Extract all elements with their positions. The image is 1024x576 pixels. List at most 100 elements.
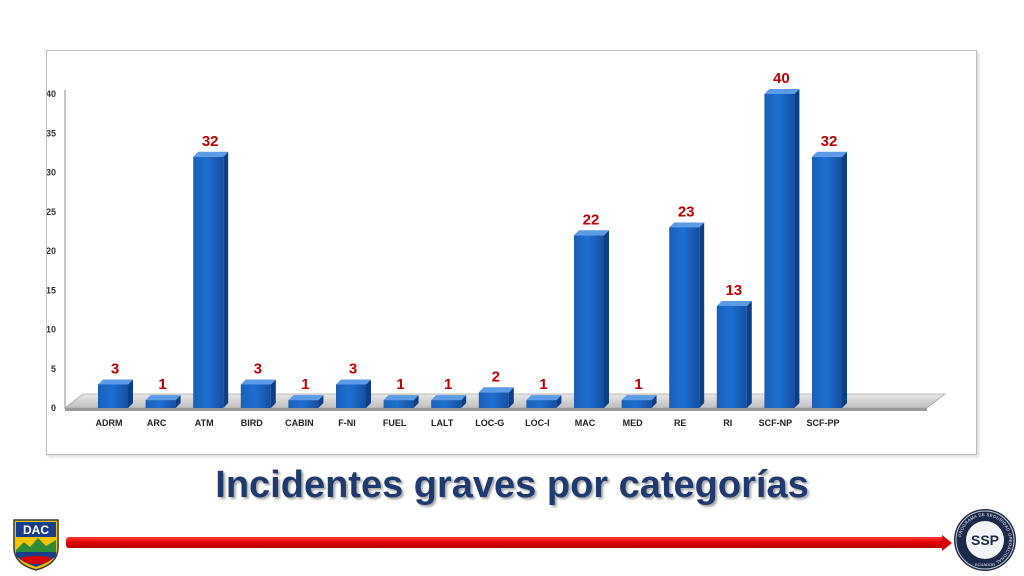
bar-side	[794, 89, 800, 408]
bar	[193, 156, 224, 408]
bar-top	[669, 222, 705, 228]
bar-top	[812, 151, 847, 157]
data-label: 2	[492, 368, 500, 385]
x-tick-label: MAC	[575, 418, 596, 428]
data-label: 1	[301, 376, 309, 393]
bar-top	[193, 151, 229, 157]
bar-top	[716, 300, 752, 306]
dac-logo: DAC	[13, 519, 59, 571]
y-tick-label: 25	[47, 207, 56, 217]
bar-top	[621, 395, 657, 401]
x-tick-label: FUEL	[383, 418, 407, 428]
y-tick-label: 40	[47, 89, 56, 99]
y-tick-label: 15	[47, 285, 56, 295]
x-tick-label: ADRM	[96, 418, 123, 428]
bar-side	[604, 230, 609, 408]
bar-side	[651, 395, 657, 408]
bar	[621, 400, 652, 408]
bar	[478, 392, 509, 408]
x-tick-label: LOC-G	[475, 418, 504, 428]
bar	[574, 235, 604, 408]
bar	[288, 400, 319, 408]
x-tick-label: RE	[674, 418, 687, 428]
bar-top	[98, 379, 133, 385]
data-label: 1	[539, 376, 547, 393]
bar	[764, 94, 795, 408]
bar-side	[556, 395, 562, 408]
x-tick-label: MED	[623, 418, 644, 428]
y-tick-label: 5	[51, 364, 56, 374]
bar-side	[508, 387, 514, 408]
bar-top	[574, 230, 609, 236]
y-tick-label: 20	[47, 246, 56, 256]
red-divider-arrow	[942, 535, 952, 551]
y-tick-label: 30	[47, 168, 56, 178]
bar	[383, 400, 414, 408]
bar-top	[478, 387, 514, 393]
bar-side	[366, 379, 371, 408]
bar-top	[288, 395, 324, 401]
bar-side	[746, 300, 752, 408]
ssp-country-text: ECUADOR	[975, 562, 995, 567]
y-tick-label: 35	[47, 128, 56, 138]
bar-side	[175, 395, 181, 408]
data-label: 1	[396, 376, 404, 393]
x-tick-label: ATM	[195, 418, 214, 428]
data-label: 1	[634, 376, 642, 393]
red-divider-line	[66, 537, 946, 548]
bar-top	[526, 395, 562, 401]
x-tick-label: SCF-PP	[806, 418, 839, 428]
x-tick-label: CABIN	[285, 418, 314, 428]
dac-logo-text: DAC	[23, 523, 49, 537]
data-label: 3	[349, 360, 357, 377]
data-label: 3	[111, 360, 119, 377]
data-label: 23	[678, 203, 695, 220]
data-label: 1	[158, 376, 166, 393]
bar	[526, 400, 557, 408]
x-tick-label: SCF-NP	[759, 418, 793, 428]
bar	[669, 227, 700, 408]
x-tick-label: LALT	[431, 418, 454, 428]
slide-title: Incidentes graves por categorías	[215, 464, 809, 506]
chart-frame: 0 5 10 15 20 25 30 35 40 3 ADRM 1 ARC 32 ATM 3 BIRD 1 CABI…	[46, 50, 977, 455]
data-label: 13	[725, 282, 742, 299]
data-label: 1	[444, 376, 452, 393]
y-tick-label: 10	[47, 325, 56, 335]
bar-side	[128, 379, 133, 408]
bar-side	[223, 151, 229, 409]
bar-top	[431, 395, 467, 401]
bar	[240, 384, 271, 408]
data-label: 3	[254, 360, 262, 377]
bar-top	[764, 89, 800, 94]
bar-chart: 05101520253035403ADRM1ARC32ATM3BIRD1CABI…	[47, 70, 947, 428]
bar	[98, 384, 128, 408]
bar-side	[699, 222, 705, 408]
bar	[336, 384, 366, 408]
data-label: 22	[583, 211, 600, 228]
bar	[812, 156, 842, 408]
bar-side	[461, 395, 467, 408]
ssp-logo-text: SSP	[971, 532, 999, 548]
x-tick-label: ARC	[147, 418, 167, 428]
ssp-logo: PROGRAMA DE SEGURIDAD OPERACIONAL SSP EC…	[954, 509, 1016, 571]
bar	[716, 305, 747, 408]
bar-side	[842, 151, 847, 409]
x-tick-label: BIRD	[241, 418, 263, 428]
data-label: 32	[821, 133, 838, 150]
bar-top	[383, 395, 419, 401]
bar-side	[413, 395, 419, 408]
data-label: 40	[773, 70, 790, 87]
x-tick-label: LOC-I	[525, 418, 550, 428]
bar-top	[336, 379, 371, 385]
y-tick-label: 0	[51, 403, 56, 413]
bar-top	[240, 379, 276, 385]
bar-top	[145, 395, 181, 401]
x-tick-label: RI	[723, 418, 732, 428]
x-tick-label: F-NI	[338, 418, 356, 428]
bar-side	[270, 379, 276, 408]
bar-side	[318, 395, 324, 408]
bar	[145, 400, 176, 408]
data-label: 32	[202, 133, 219, 150]
bar	[431, 400, 462, 408]
chart-floor-edge	[65, 408, 927, 411]
